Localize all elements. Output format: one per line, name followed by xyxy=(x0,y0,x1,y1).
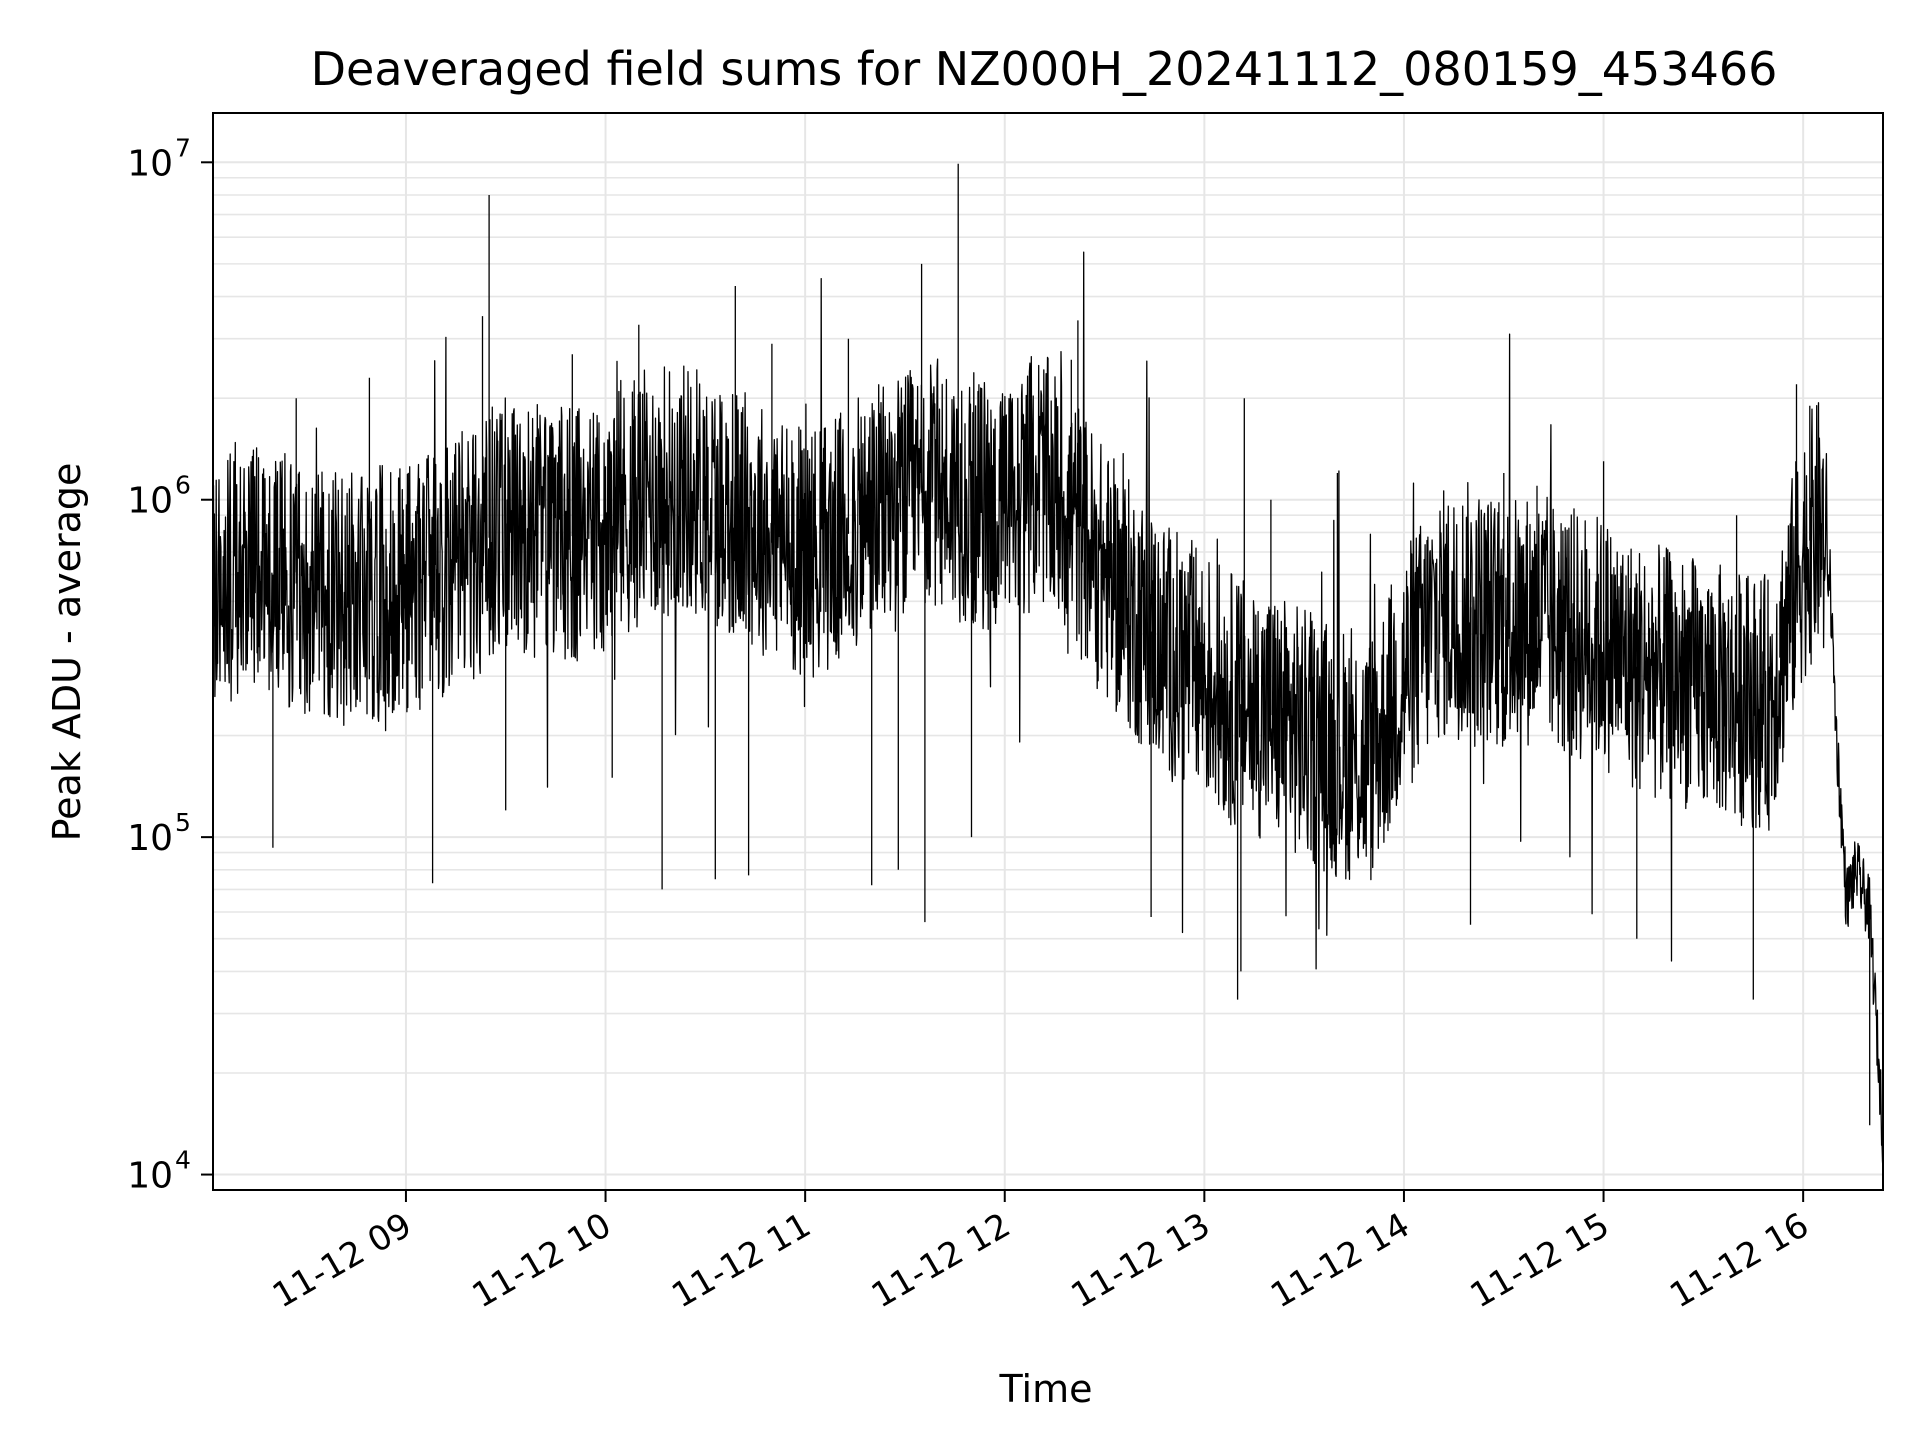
chart-title: Deaveraged field sums for NZ000H_2024111… xyxy=(311,42,1778,96)
y-tick-label: 10 xyxy=(127,481,173,522)
y-tick-exponent: 5 xyxy=(175,808,191,837)
y-tick-exponent: 4 xyxy=(175,1146,191,1175)
y-tick-label: 10 xyxy=(127,143,173,184)
spike-lines xyxy=(272,163,1871,1126)
x-axis-label: Time xyxy=(999,1367,1093,1411)
y-tick-label: 10 xyxy=(127,1156,173,1197)
y-tick-label: 10 xyxy=(127,818,173,859)
series-line xyxy=(213,251,1883,1170)
plot-area xyxy=(213,163,1883,1170)
y-axis-label: Peak ADU - average xyxy=(45,463,89,842)
plot-frame xyxy=(212,112,1884,1191)
y-tick-exponent: 6 xyxy=(175,471,191,500)
y-tick-exponent: 7 xyxy=(175,133,191,162)
